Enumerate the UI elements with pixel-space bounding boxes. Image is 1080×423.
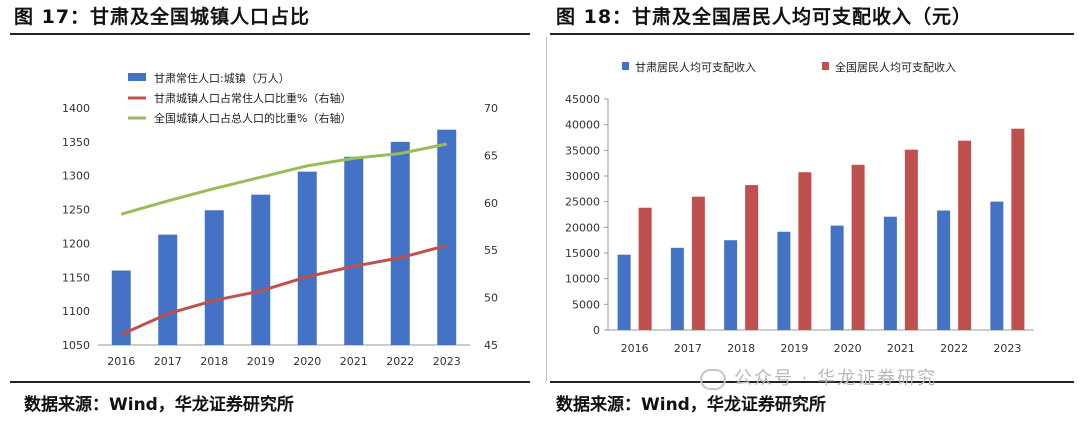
x-tick-label: 2018 bbox=[200, 355, 228, 368]
bar-gansu-urban-population bbox=[158, 234, 178, 345]
bar-gansu-income bbox=[830, 225, 844, 330]
right-y-tick-label: 65 bbox=[484, 149, 498, 162]
line-national-urbanization-rate bbox=[120, 142, 448, 216]
y-tick-label: 10000 bbox=[565, 273, 600, 286]
bar-national-income bbox=[798, 172, 812, 330]
bar-national-income bbox=[1011, 128, 1025, 330]
bar-gansu-urban-population bbox=[390, 141, 410, 345]
bar-gansu-urban-population bbox=[344, 156, 364, 345]
bar-gansu-urban-population bbox=[111, 270, 131, 345]
right-data-source: 数据来源：Wind，华龙证券研究所 bbox=[556, 395, 826, 415]
x-tick-label: 2016 bbox=[107, 355, 135, 368]
x-tick-label: 2016 bbox=[621, 342, 649, 355]
x-tick-label: 2023 bbox=[993, 342, 1021, 355]
bar-gansu-income bbox=[990, 201, 1004, 330]
y-tick-label: 5000 bbox=[572, 298, 600, 311]
y-tick-label: 35000 bbox=[565, 144, 600, 157]
income-chart: 0 5000 10000 15000 20000 25000 30000 35000 40000… bbox=[565, 60, 1034, 355]
x-tick-label: 2019 bbox=[247, 355, 275, 368]
y-tick-label: 25000 bbox=[565, 196, 600, 209]
left-data-source: 数据来源：Wind，华龙证券研究所 bbox=[24, 395, 294, 415]
x-tick-label: 2020 bbox=[293, 355, 321, 368]
left-figure-title: 图 17：甘肃及全国城镇人口占比 bbox=[14, 6, 311, 28]
bar-national-income bbox=[691, 196, 705, 330]
left-y-tick-label: 1300 bbox=[62, 170, 90, 183]
right-y-tick-label: 60 bbox=[484, 197, 498, 210]
x-tick-label: 2020 bbox=[834, 342, 862, 355]
right-title-rule bbox=[550, 33, 1074, 35]
right-y-tick-label: 50 bbox=[484, 292, 498, 305]
right-bottom-rule bbox=[550, 381, 1074, 383]
left-y-tick-label: 1150 bbox=[62, 271, 90, 284]
bar-gansu-income bbox=[937, 210, 951, 330]
legend-label: 甘肃城镇人口占常住人口比重%（右轴） bbox=[154, 91, 351, 105]
left-y-tick-label: 1050 bbox=[62, 339, 90, 352]
bar-national-income bbox=[745, 185, 759, 330]
y-tick-label: 30000 bbox=[565, 170, 600, 183]
right-y-tick-label: 70 bbox=[484, 102, 498, 115]
left-y-tick-label: 1200 bbox=[62, 237, 90, 250]
left-y-tick-label: 1250 bbox=[62, 204, 90, 217]
bar-gansu-income bbox=[670, 247, 684, 330]
bar-gansu-urban-population bbox=[204, 210, 224, 345]
legend-swatch bbox=[622, 62, 629, 70]
y-tick-label: 40000 bbox=[565, 119, 600, 132]
legend-label: 全国居民人均可支配收入 bbox=[835, 60, 956, 74]
right-y-tick-label: 45 bbox=[484, 339, 498, 352]
x-tick-label: 2017 bbox=[674, 342, 702, 355]
legend-label: 全国城镇人口占总人口的比重%（右轴） bbox=[154, 111, 351, 125]
bar-gansu-urban-population bbox=[251, 194, 271, 345]
x-tick-label: 2022 bbox=[386, 355, 414, 368]
panel-separator bbox=[546, 37, 547, 381]
bar-national-income bbox=[904, 149, 918, 330]
bar-national-income bbox=[851, 164, 865, 330]
bar-gansu-urban-population bbox=[437, 129, 457, 345]
watermark: 公众号 · 华龙证券研究 bbox=[700, 364, 937, 390]
bar-national-income bbox=[958, 140, 972, 330]
right-y-tick-label: 55 bbox=[484, 244, 498, 257]
x-tick-label: 2022 bbox=[940, 342, 968, 355]
bar-gansu-income bbox=[777, 231, 791, 330]
x-tick-label: 2017 bbox=[154, 355, 182, 368]
legend-label: 甘肃居民人均可支配收入 bbox=[635, 60, 756, 74]
y-tick-label: 0 bbox=[593, 324, 600, 337]
bar-gansu-income bbox=[724, 240, 738, 330]
right-figure-title: 图 18：甘肃及全国居民人均可支配收入（元） bbox=[556, 6, 973, 28]
left-bottom-rule bbox=[10, 381, 530, 383]
x-tick-label: 2019 bbox=[780, 342, 808, 355]
urban-population-chart: 1050 1100 1150 1200 1250 1300 1350 1400 45 50 55 60… bbox=[62, 71, 498, 368]
y-tick-label: 45000 bbox=[565, 93, 600, 106]
line-gansu-urbanization-rate bbox=[120, 244, 448, 336]
x-tick-label: 2018 bbox=[727, 342, 755, 355]
x-tick-label: 2021 bbox=[340, 355, 368, 368]
left-y-tick-label: 1100 bbox=[62, 305, 90, 318]
left-y-tick-label: 1350 bbox=[62, 136, 90, 149]
bar-gansu-income bbox=[883, 216, 897, 330]
left-title-rule bbox=[10, 33, 530, 35]
bar-national-income bbox=[638, 207, 652, 330]
x-tick-label: 2021 bbox=[887, 342, 915, 355]
wechat-icon bbox=[700, 368, 726, 390]
left-y-tick-label: 1400 bbox=[62, 102, 90, 115]
legend-swatch-bar bbox=[128, 73, 146, 81]
y-tick-label: 15000 bbox=[565, 247, 600, 260]
legend-swatch bbox=[822, 62, 829, 70]
legend-label: 甘肃常住人口:城镇（万人） bbox=[154, 71, 290, 85]
watermark-text: 公众号 · 华龙证券研究 bbox=[734, 368, 938, 389]
bar-gansu-income bbox=[617, 254, 631, 330]
bar-gansu-urban-population bbox=[297, 171, 317, 345]
x-tick-label: 2023 bbox=[433, 355, 461, 368]
y-tick-label: 20000 bbox=[565, 221, 600, 234]
